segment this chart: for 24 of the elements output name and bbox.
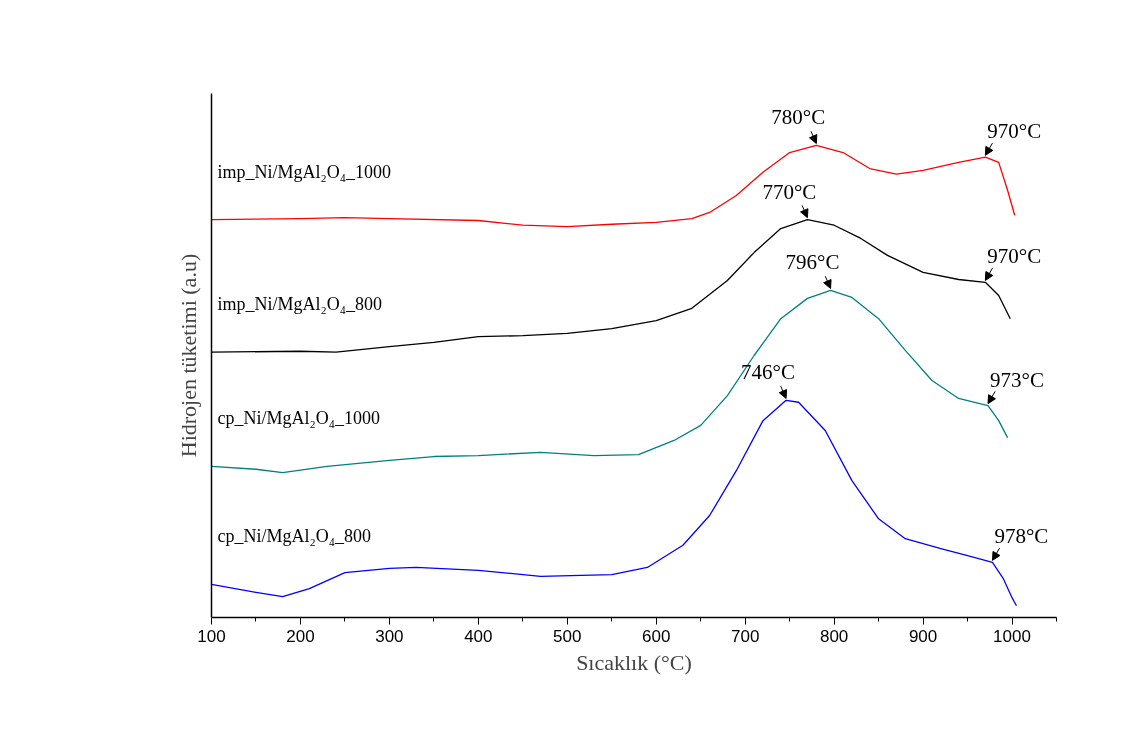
x-tick-label: 700 — [731, 626, 760, 646]
annotation: 770°C — [762, 179, 817, 204]
x-tick-label: 800 — [819, 626, 849, 646]
series-label: cp_Ni/MgAl₂O₄_1000 — [217, 408, 381, 429]
annotation: 970°C — [987, 119, 1042, 144]
x-tick-label: 600 — [642, 626, 671, 646]
x-axis-title: Sıcaklık (°C) — [576, 649, 692, 675]
annotation: 780°C — [771, 105, 826, 130]
x-tick-label: 100 — [197, 626, 226, 646]
annotation: 796°C — [785, 250, 840, 275]
x-tick-label: 400 — [464, 626, 493, 646]
x-tick-label: 500 — [553, 626, 582, 646]
y-axis-title: Hidrojen tüketimi (a.u) — [175, 253, 201, 458]
annotation: 970°C — [987, 244, 1042, 269]
x-tick-label: 300 — [375, 626, 404, 646]
x-tick-label: 900 — [908, 626, 938, 646]
annotation: 978°C — [994, 524, 1049, 549]
series-label: imp_Ni/MgAl₂O₄_800 — [217, 294, 383, 315]
annotation: 746°C — [741, 360, 796, 385]
series-label: cp_Ni/MgAl₂O₄_800 — [217, 526, 372, 547]
text: imp_Ni/MgAl₂O₄_1000 — [217, 161, 392, 182]
x-tick-label: 1000 — [993, 626, 1031, 646]
annotation: 973°C — [990, 367, 1044, 392]
x-tick-label: 200 — [286, 626, 315, 646]
